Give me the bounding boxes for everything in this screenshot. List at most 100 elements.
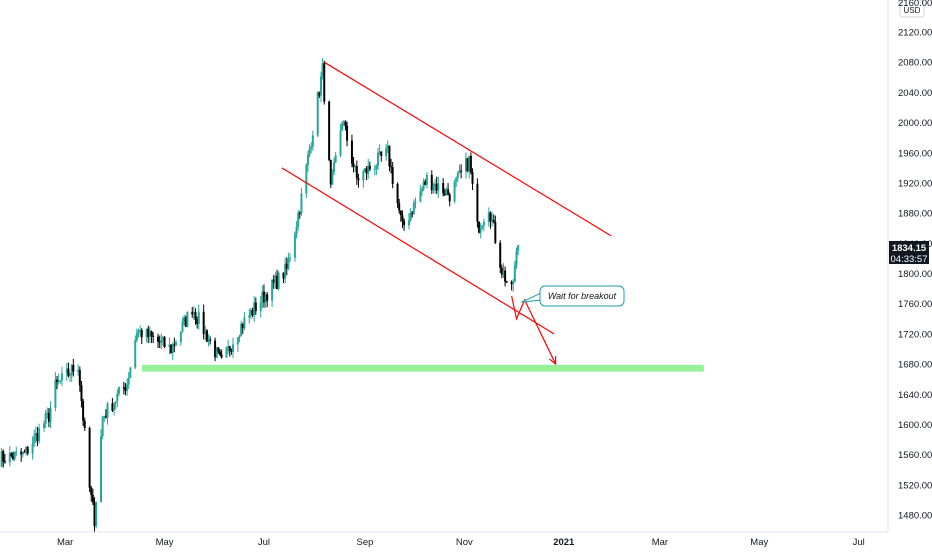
- candle: [173, 337, 176, 353]
- candle: [57, 373, 60, 385]
- candle: [442, 178, 445, 197]
- candle: [126, 378, 129, 397]
- candle: [298, 211, 301, 219]
- support-zone[interactable]: [141, 364, 704, 372]
- candle: [33, 429, 36, 447]
- candle: [333, 157, 336, 176]
- candle: [205, 329, 208, 343]
- candle: [113, 402, 116, 416]
- candle: [321, 58, 324, 80]
- candle: [339, 124, 342, 158]
- candle: [168, 337, 171, 355]
- candle: [262, 284, 265, 308]
- candle: [289, 253, 292, 263]
- y-tick-label: 1960.00: [898, 148, 932, 159]
- candle: [261, 285, 264, 309]
- candle: [373, 164, 376, 176]
- candle: [78, 366, 81, 392]
- candle: [479, 223, 482, 239]
- candle: [500, 264, 503, 279]
- candle: [422, 178, 425, 192]
- candle: [414, 197, 417, 209]
- candle: [34, 426, 37, 443]
- candle: [69, 373, 72, 382]
- candle: [375, 164, 378, 176]
- candle: [42, 420, 45, 432]
- candle: [512, 278, 515, 292]
- candle: [390, 158, 393, 174]
- candle: [194, 308, 197, 325]
- candle: [83, 417, 86, 431]
- candle: [197, 304, 200, 330]
- callout-layer[interactable]: Wait for breakout: [521, 285, 625, 307]
- candle: [388, 145, 391, 172]
- candle: [60, 366, 63, 386]
- drawings-layer: [281, 61, 612, 366]
- y-tick-label: 1760.00: [898, 299, 932, 310]
- candle: [231, 337, 234, 358]
- candle: [26, 446, 29, 456]
- candle: [453, 179, 456, 204]
- candle: [145, 328, 148, 343]
- candle: [419, 184, 422, 203]
- candle: [254, 297, 257, 315]
- candle: [464, 152, 467, 179]
- time-axis[interactable]: Mar May Jul Sep Nov 2021 Mar May Jul: [0, 531, 888, 548]
- candle: [47, 408, 50, 428]
- candle: [80, 380, 83, 408]
- candle: [297, 209, 300, 231]
- candle: [515, 247, 518, 269]
- candle: [25, 446, 28, 456]
- candle: [264, 292, 267, 308]
- candle: [2, 449, 5, 468]
- candle: [67, 362, 70, 378]
- x-tick-label: Jul: [258, 537, 270, 548]
- candle: [368, 161, 371, 172]
- candle: [161, 335, 164, 346]
- candle: [241, 322, 244, 334]
- candle: [93, 497, 96, 533]
- candle: [357, 173, 360, 188]
- candle: [306, 150, 309, 173]
- candle: [249, 307, 252, 319]
- candle: [319, 71, 322, 103]
- x-tick-label: May: [156, 537, 174, 548]
- candle: [318, 91, 321, 99]
- projection-path[interactable]: [511, 296, 557, 365]
- candle: [344, 120, 347, 131]
- candle: [494, 215, 497, 244]
- candle: [174, 340, 177, 347]
- currency-badge[interactable]: [899, 0, 925, 18]
- x-tick-label: Jul: [853, 537, 865, 548]
- candle: [277, 270, 280, 291]
- candle: [139, 325, 142, 337]
- callout-box[interactable]: [539, 285, 625, 307]
- candle: [350, 134, 353, 168]
- candle: [20, 448, 23, 462]
- channel-lower-line[interactable]: [281, 167, 555, 335]
- candle: [228, 345, 231, 357]
- channel-upper-line[interactable]: [323, 61, 612, 237]
- candle: [238, 334, 241, 342]
- current-price-label: 1834.15: [892, 243, 927, 254]
- candle: [430, 170, 433, 195]
- price-axis[interactable]: USD 2160.00 2120.00 2080.00 2040.00 2000.00…: [887, 0, 932, 532]
- candle: [72, 358, 75, 377]
- candle: [160, 333, 163, 350]
- candle: [240, 320, 243, 337]
- candle: [425, 172, 428, 188]
- candle: [469, 152, 472, 175]
- candle: [100, 429, 103, 503]
- candle: [411, 210, 414, 218]
- candle: [152, 332, 155, 344]
- candle: [328, 100, 331, 162]
- candle: [274, 272, 277, 289]
- y-tick-label: 1480.00: [898, 511, 932, 522]
- top-partial-tick: 2160.00: [898, 0, 932, 9]
- candle: [435, 176, 438, 195]
- candle: [218, 348, 221, 356]
- candle: [192, 306, 195, 320]
- candle: [111, 398, 114, 413]
